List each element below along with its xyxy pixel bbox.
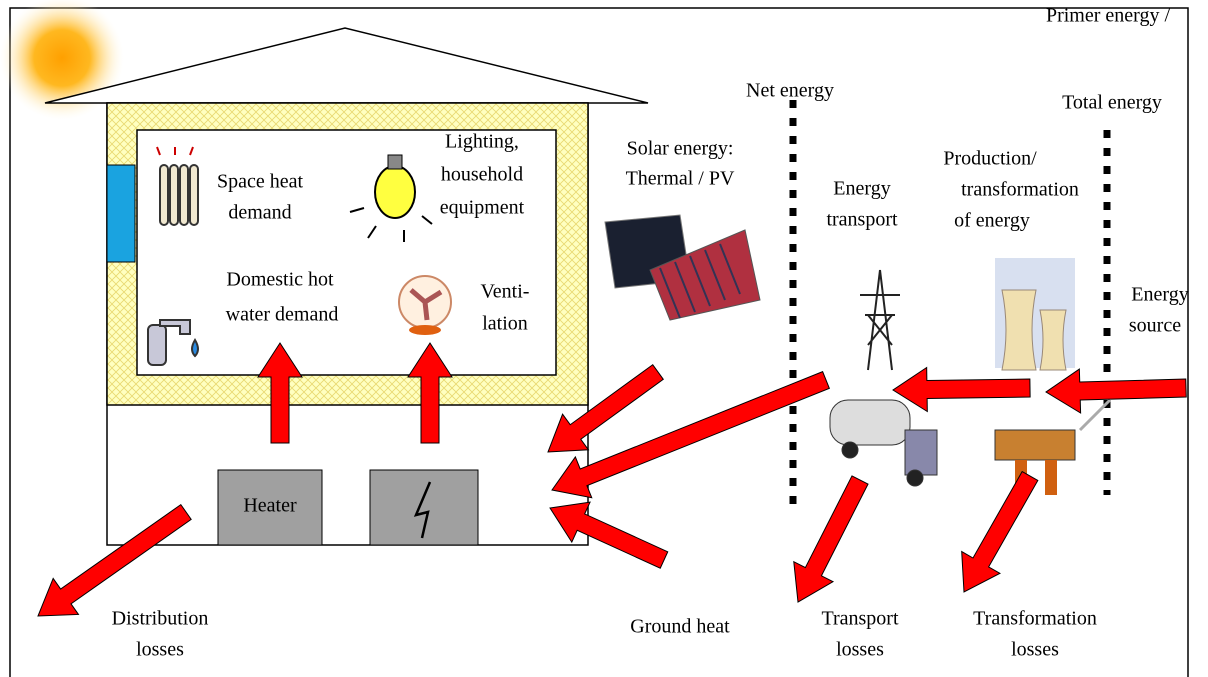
- diagram: Net energy Primer energy / Total energy …: [0, 0, 1208, 677]
- power-plant-icon: [995, 258, 1075, 370]
- solar-panel-icon: [605, 215, 760, 320]
- label: Heater: [243, 495, 297, 517]
- label: Primer energy /: [1046, 5, 1170, 27]
- label: of energy: [954, 210, 1030, 232]
- label: Net energy: [746, 80, 834, 102]
- label: Distribution: [112, 608, 209, 630]
- offshore-platform-icon: [995, 400, 1110, 495]
- label: Transport: [821, 608, 898, 630]
- flow-arrow: [893, 368, 1030, 412]
- label: losses: [136, 639, 184, 661]
- window: [107, 165, 135, 262]
- label: Energy: [833, 178, 890, 200]
- label: losses: [1011, 639, 1059, 661]
- flow-arrow: [550, 502, 668, 568]
- label: transformation: [961, 179, 1079, 201]
- label: Venti-: [481, 281, 530, 303]
- label: Solar energy:: [627, 138, 734, 160]
- label: household: [441, 164, 523, 186]
- label: Lighting,: [445, 131, 519, 153]
- flow-arrow: [794, 476, 868, 602]
- flow-arrow: [552, 372, 829, 498]
- roof: [45, 28, 648, 103]
- label: Space heat: [217, 171, 304, 193]
- label: equipment: [440, 197, 525, 219]
- label: Thermal / PV: [626, 168, 735, 190]
- label: transport: [826, 209, 898, 231]
- flow-arrow: [962, 472, 1038, 592]
- truck-icon: [830, 400, 937, 486]
- label: lation: [482, 313, 528, 335]
- label: Transformation: [973, 608, 1097, 630]
- pylon-icon: [860, 270, 900, 370]
- label: water demand: [226, 304, 339, 326]
- label: losses: [836, 639, 884, 661]
- label: Energy: [1131, 284, 1188, 306]
- label: Production/: [943, 148, 1037, 170]
- label: demand: [228, 202, 291, 224]
- label: source: [1129, 315, 1181, 337]
- label: Ground heat: [630, 616, 730, 638]
- label: Total energy: [1062, 92, 1162, 114]
- flow-arrow: [1046, 369, 1186, 413]
- label: Domestic hot: [226, 269, 334, 291]
